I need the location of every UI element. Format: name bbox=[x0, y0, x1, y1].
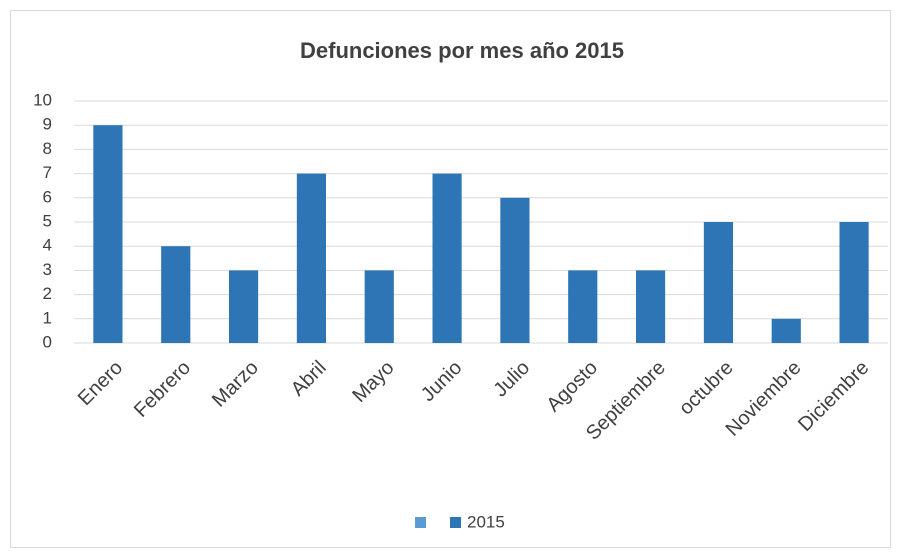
bar bbox=[161, 246, 191, 343]
y-tick-label: 8 bbox=[43, 139, 52, 158]
legend-marker bbox=[450, 517, 461, 528]
legend-label: 2015 bbox=[467, 512, 505, 531]
chart-title: Defunciones por mes año 2015 bbox=[300, 38, 624, 63]
y-tick-label: 5 bbox=[43, 211, 52, 230]
bar bbox=[839, 222, 869, 343]
legend-marker-decor bbox=[415, 517, 426, 528]
y-tick-label: 7 bbox=[43, 163, 52, 182]
bar bbox=[635, 270, 666, 343]
bar bbox=[500, 197, 530, 343]
y-tick-label: 10 bbox=[33, 90, 52, 109]
bar bbox=[568, 270, 598, 343]
bar bbox=[93, 125, 123, 343]
y-tick-label: 0 bbox=[43, 332, 52, 351]
bar bbox=[364, 270, 394, 343]
y-tick-label: 4 bbox=[43, 236, 52, 255]
y-tick-label: 2 bbox=[43, 284, 52, 303]
bar bbox=[771, 318, 801, 343]
y-tick-label: 3 bbox=[43, 260, 52, 279]
y-tick-label: 6 bbox=[43, 187, 52, 206]
bar bbox=[228, 270, 259, 343]
bar bbox=[432, 173, 462, 343]
y-tick-label: 1 bbox=[43, 308, 52, 327]
bar bbox=[703, 222, 734, 343]
y-tick-label: 9 bbox=[43, 115, 52, 134]
bar bbox=[296, 173, 327, 343]
